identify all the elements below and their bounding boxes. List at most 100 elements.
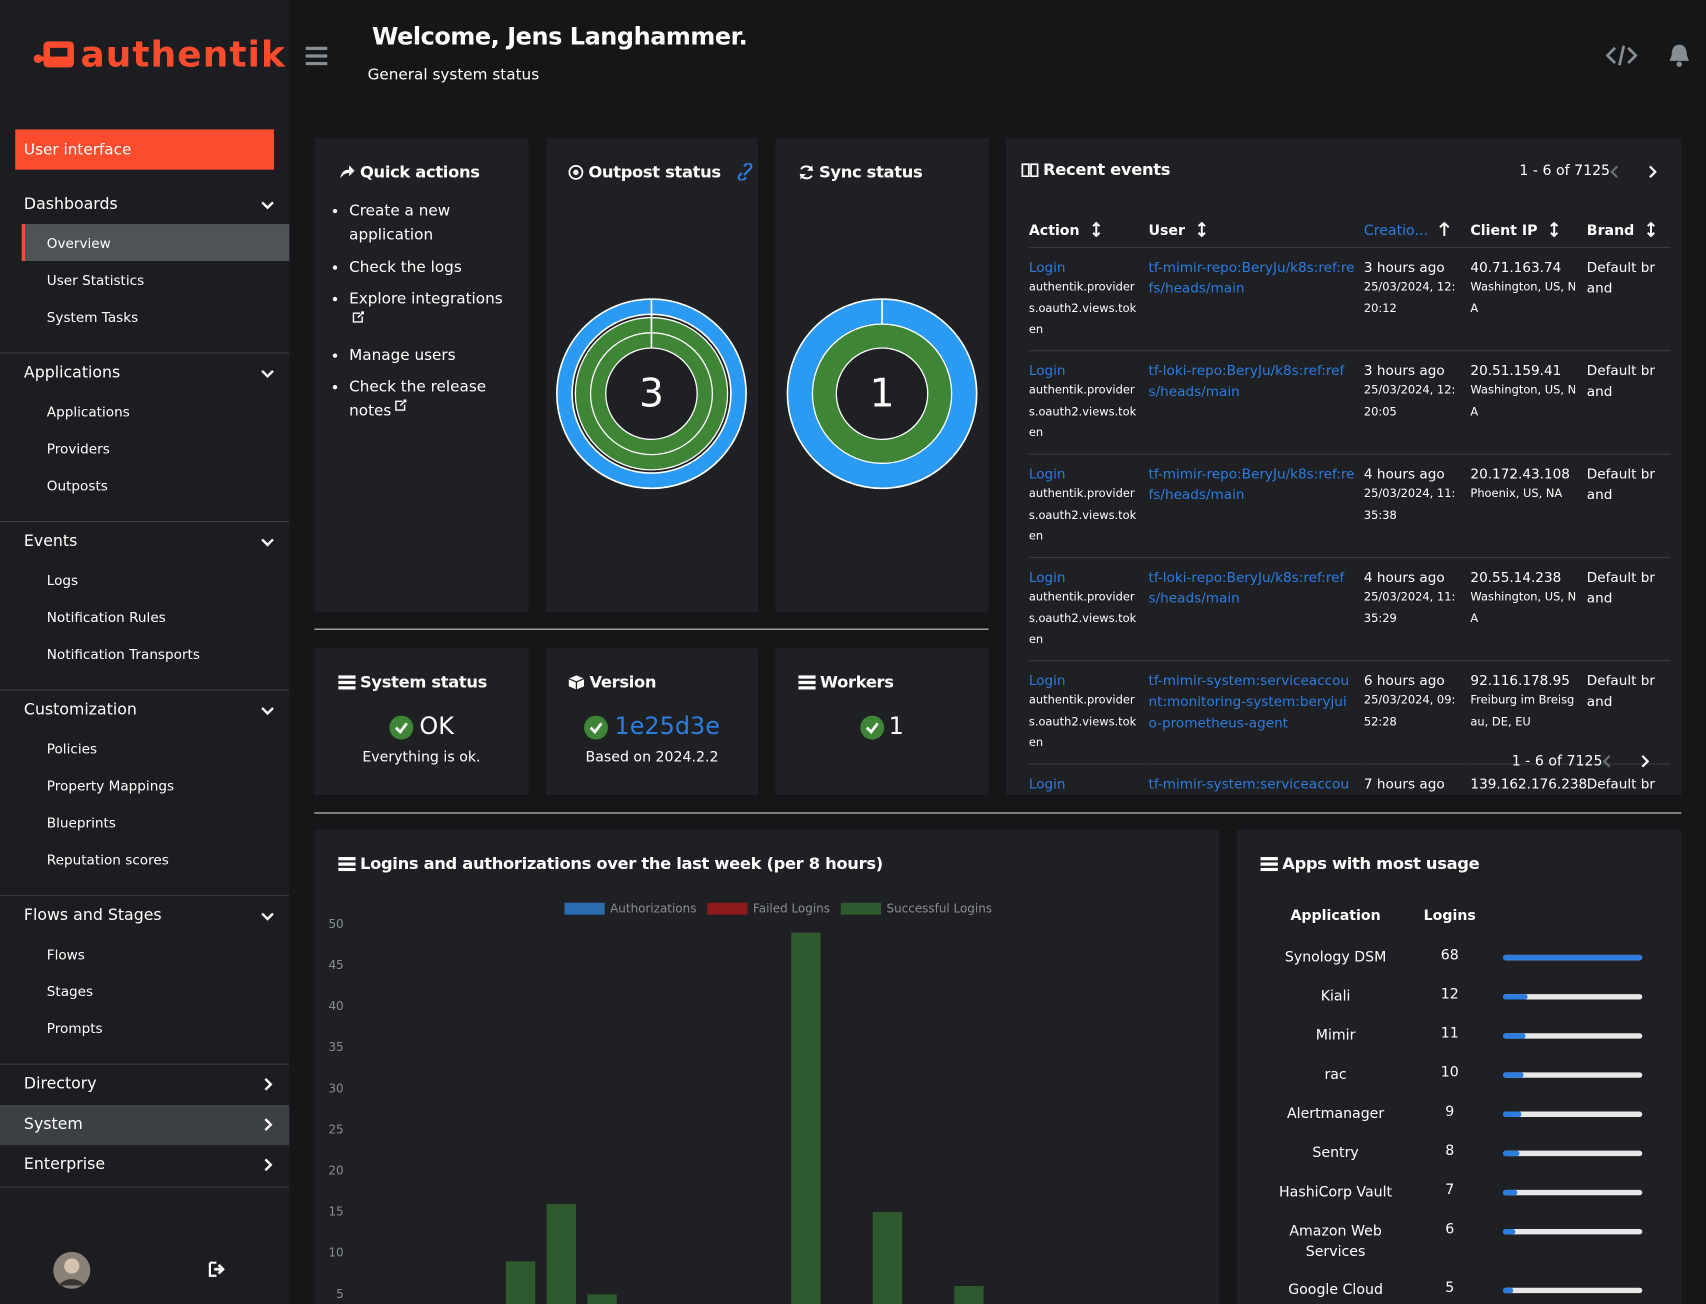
api-browser-icon[interactable] bbox=[1605, 44, 1638, 68]
bar bbox=[546, 1203, 577, 1304]
action-link[interactable]: Login bbox=[1028, 568, 1066, 585]
usage-fill bbox=[1503, 994, 1528, 1000]
icon bbox=[1091, 221, 1100, 238]
column-header[interactable]: User bbox=[1149, 214, 1364, 247]
sync-count: 1 bbox=[870, 371, 895, 416]
nav-item[interactable]: Blueprints bbox=[46, 814, 116, 831]
nav-item[interactable]: Property Mappings bbox=[46, 777, 175, 794]
logo[interactable]: authentik bbox=[33, 33, 286, 75]
app-name: Amazon Web Services bbox=[1289, 1223, 1382, 1261]
quick-action-link[interactable]: Create a new application bbox=[349, 202, 451, 244]
action-link[interactable]: Login bbox=[1028, 464, 1066, 482]
brand: Default brand bbox=[1586, 361, 1656, 400]
nav-section-collapsed[interactable]: System bbox=[0, 1105, 290, 1146]
user-cell: tf-mimir-repo:BeryJu/k8s:ref:refs/heads/… bbox=[1149, 454, 1364, 557]
action-link[interactable]: Login bbox=[1028, 774, 1066, 792]
y-tick-label: 40 bbox=[328, 999, 343, 1013]
quick-action-link[interactable]: Check the logs bbox=[349, 258, 462, 276]
brand-cell: Default brand bbox=[1587, 247, 1671, 350]
created-date: 25/03/2024, 12:20:12 bbox=[1363, 280, 1456, 315]
menu-toggle[interactable] bbox=[305, 46, 328, 66]
workers-card: Workers 1 bbox=[775, 648, 989, 796]
nav-item[interactable]: Prompts bbox=[46, 1019, 103, 1036]
version-value[interactable]: 1e25d3e bbox=[614, 713, 721, 741]
nav-section-header[interactable]: Dashboards bbox=[0, 185, 289, 224]
app-name: Alertmanager bbox=[1286, 1106, 1385, 1123]
usage-bar bbox=[1503, 1111, 1643, 1117]
nav-item[interactable]: Providers bbox=[46, 439, 110, 457]
column-header[interactable]: Creatio... bbox=[1364, 214, 1471, 247]
nav-item[interactable]: Notification Rules bbox=[46, 608, 166, 625]
brand: Default brand bbox=[1586, 464, 1656, 503]
nav-item[interactable]: Stages bbox=[46, 982, 94, 999]
logout-icon[interactable] bbox=[208, 1261, 228, 1278]
icon bbox=[395, 399, 407, 411]
quick-action-link[interactable]: Check the release notes bbox=[349, 378, 487, 420]
user-link[interactable]: tf-loki-repo:BeryJu/k8s:ref:refs/heads/m… bbox=[1148, 568, 1345, 606]
client-location: Frankfurt am Main, DE, EU bbox=[1470, 794, 1578, 795]
nav-item[interactable]: Overview bbox=[21, 224, 290, 262]
chevron-icon bbox=[264, 1118, 273, 1131]
column-header-text: Brand bbox=[1586, 222, 1635, 240]
pagination-arrows-bottom[interactable] bbox=[1600, 754, 1654, 769]
nav-item[interactable]: System Tasks bbox=[46, 308, 139, 325]
created-cell: 4 hours ago 25/03/2024, 11:35:38 bbox=[1364, 454, 1471, 557]
client-ip-cell: 40.71.163.74 Washington, US, NA bbox=[1470, 247, 1586, 350]
chevron-icon bbox=[264, 1078, 273, 1091]
nav-section-title: Enterprise bbox=[23, 1156, 106, 1174]
app-name: Sentry bbox=[1312, 1145, 1359, 1162]
nav-item[interactable]: User Statistics bbox=[46, 271, 145, 288]
avatar[interactable] bbox=[52, 1251, 91, 1290]
nav-section-collapsed[interactable]: Enterprise bbox=[0, 1145, 289, 1185]
system-status-card: System status OK Everything is ok. bbox=[314, 648, 529, 796]
nav-separator bbox=[0, 504, 290, 523]
y-tick-label: 45 bbox=[328, 958, 343, 972]
user-link[interactable]: tf-mimir-repo:BeryJu/k8s:ref:refs/heads/… bbox=[1148, 464, 1355, 503]
nav-item[interactable]: Policies bbox=[46, 740, 98, 757]
nav-item[interactable]: Reputation scores bbox=[46, 851, 169, 868]
pagination-arrows[interactable] bbox=[1607, 164, 1661, 179]
user-link[interactable]: tf-mimir-system:serviceaccount:monitorin… bbox=[1148, 774, 1350, 792]
quick-action-link[interactable]: Explore integrations bbox=[349, 290, 503, 308]
nav-section-collapsed[interactable]: Directory bbox=[0, 1065, 289, 1105]
server-icon bbox=[338, 675, 356, 690]
link-icon[interactable] bbox=[736, 163, 756, 181]
column-header[interactable]: Brand bbox=[1587, 214, 1671, 247]
column-header[interactable]: Action bbox=[1029, 214, 1149, 247]
event-row: Login authentik.providers.oauth2.views.to… bbox=[1028, 350, 1671, 453]
nav-item[interactable]: Applications bbox=[46, 402, 130, 420]
chevron-icon bbox=[261, 201, 274, 210]
nav-section-header[interactable]: Flows and Stages bbox=[0, 896, 289, 935]
nav-section-header[interactable]: Applications bbox=[0, 353, 289, 392]
nav-item[interactable]: Notification Transports bbox=[46, 645, 200, 662]
action-link[interactable]: Login bbox=[1028, 671, 1066, 688]
notifications-icon[interactable] bbox=[1667, 42, 1691, 68]
bar bbox=[587, 1294, 617, 1304]
action-link[interactable]: Login bbox=[1028, 361, 1066, 378]
user-cell: tf-mimir-repo:BeryJu/k8s:ref:refs/heads/… bbox=[1149, 247, 1364, 350]
usage-track bbox=[1503, 1150, 1643, 1157]
event-row: Login authentik.providers.oauth2.views.to… bbox=[1028, 453, 1671, 557]
user-cell: tf-mimir-system:serviceaccount:monitorin… bbox=[1149, 763, 1364, 795]
nav-section-header[interactable]: Events bbox=[0, 522, 289, 561]
nav-item[interactable]: Logs bbox=[46, 571, 79, 588]
quick-action-link[interactable]: Manage users bbox=[349, 346, 456, 364]
pagination-text: 1 - 6 of 7125 bbox=[1519, 163, 1611, 180]
column-header: Logins bbox=[1423, 908, 1476, 925]
column-header[interactable]: Client IP bbox=[1470, 214, 1586, 247]
nav-section-header[interactable]: Customization bbox=[0, 691, 289, 730]
user-link[interactable]: tf-mimir-system:serviceaccount:monitorin… bbox=[1148, 671, 1350, 731]
user-link[interactable]: tf-loki-repo:BeryJu/k8s:ref:refs/heads/m… bbox=[1148, 361, 1345, 400]
user-interface-button[interactable]: User interface bbox=[15, 129, 275, 170]
action-cell: Login authentik.providers.oauth2.views.to… bbox=[1029, 557, 1149, 660]
brand: Default brand bbox=[1586, 258, 1656, 296]
user-link[interactable]: tf-mimir-repo:BeryJu/k8s:ref:refs/heads/… bbox=[1148, 258, 1355, 296]
nav-item[interactable]: Outposts bbox=[46, 476, 108, 494]
app-logins: 11 bbox=[1440, 1025, 1459, 1042]
usage-track bbox=[1503, 1189, 1643, 1196]
action-cell: Login authentik.providers.oauth2.views.to… bbox=[1029, 763, 1149, 795]
action-link[interactable]: Login bbox=[1028, 258, 1066, 275]
usage-fill bbox=[1503, 1111, 1522, 1117]
nav-item[interactable]: Flows bbox=[46, 945, 85, 962]
app-name: Synology DSM bbox=[1284, 949, 1387, 966]
